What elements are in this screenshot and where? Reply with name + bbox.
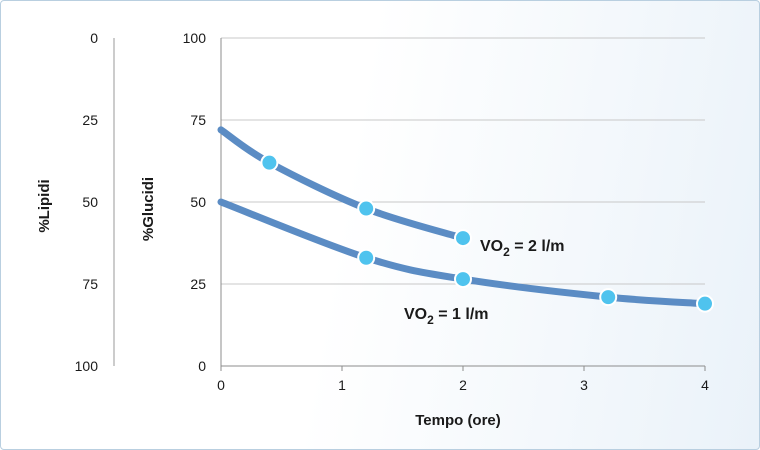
annotation-suffix: = 2 l/m — [510, 238, 565, 255]
y-axis-title: %Glucidi — [140, 177, 157, 241]
secondary-y-tick-label: 50 — [82, 194, 98, 210]
gridlines — [221, 37, 705, 285]
secondary-y-axis-title: %Lipidi — [36, 179, 53, 232]
x-tick-label: 2 — [459, 377, 467, 393]
secondary-y-tick-label: 0 — [90, 30, 98, 46]
series-line — [217, 126, 467, 242]
y-tick-label: 25 — [190, 276, 206, 292]
data-point — [696, 294, 714, 313]
series-line — [217, 198, 709, 308]
x-tick-label: 1 — [338, 377, 346, 393]
data-point — [357, 199, 376, 218]
data-point — [454, 270, 472, 289]
series-annotation: VO2 = 2 l/m — [480, 238, 565, 259]
secondary-y-tick-label: 75 — [82, 276, 98, 292]
y-tick-label: 0 — [198, 358, 206, 374]
data-point — [599, 288, 618, 307]
secondary-y-tick-label: 25 — [82, 112, 98, 128]
x-tick-label: 0 — [217, 377, 225, 393]
x-tick-label: 3 — [580, 377, 588, 393]
data-point — [454, 229, 472, 248]
data-point — [260, 153, 279, 172]
annotation-suffix: = 1 l/m — [434, 306, 489, 323]
y-tick-label: 75 — [190, 112, 206, 128]
x-tick-label: 4 — [701, 377, 709, 393]
annotation-subscript: 2 — [503, 245, 510, 259]
y-tick-label: 50 — [190, 194, 206, 210]
x-axis-title: Tempo (ore) — [415, 412, 501, 429]
annotation-prefix: VO — [404, 306, 427, 323]
annotation-subscript: 2 — [427, 313, 434, 327]
annotation-prefix: VO — [480, 238, 503, 255]
series-annotation: VO2 = 1 l/m — [404, 306, 489, 327]
data-point — [357, 248, 376, 267]
secondary-y-tick-label: 100 — [75, 358, 99, 374]
series-layer — [217, 126, 714, 313]
y-tick-label: 100 — [183, 30, 207, 46]
